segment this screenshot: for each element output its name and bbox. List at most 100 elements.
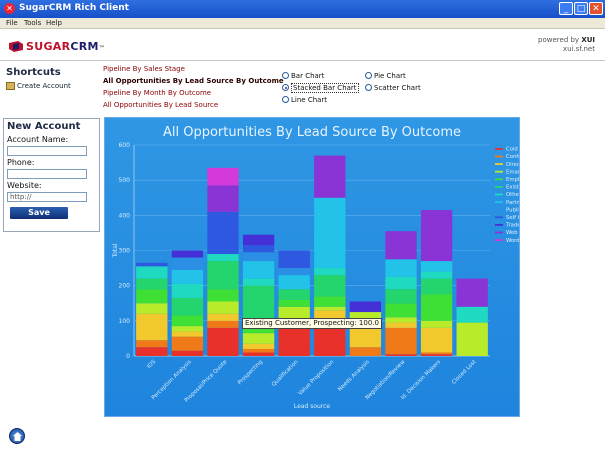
report-link-pipeline-sales-stage[interactable]: Pipeline By Sales Stage	[103, 65, 185, 73]
bar-segment	[136, 289, 168, 304]
y-tick-label: 500	[119, 177, 131, 184]
report-link-pipeline-month-outcome[interactable]: Pipeline By Month By Outcome	[103, 89, 212, 97]
radio-scatter-chart[interactable]: Scatter Chart	[365, 84, 421, 92]
maximize-button[interactable]: □	[574, 2, 588, 15]
bar-segment	[278, 268, 310, 276]
bar-segment	[278, 327, 310, 356]
bar-segment	[456, 306, 488, 323]
bar-segment	[242, 352, 275, 356]
bar-segment	[420, 354, 453, 356]
bar-segment	[314, 327, 346, 356]
bar-segment	[349, 347, 382, 356]
bar-segment	[420, 320, 453, 328]
x-tick-label: Perception Analysis	[151, 359, 193, 401]
bar-segment	[420, 352, 453, 355]
bar-segment	[171, 331, 204, 337]
legend-swatch	[495, 186, 503, 188]
legend-swatch	[495, 193, 503, 196]
x-tick-label: Qualification	[271, 359, 300, 388]
legend-label: Trade Show	[505, 223, 519, 229]
bar-segment	[136, 313, 168, 341]
bar-segment	[207, 289, 239, 302]
menu-help[interactable]: Help	[46, 19, 62, 27]
sugarcrm-logo-text: SUGARCRM™	[26, 40, 105, 53]
bar-segment	[278, 299, 310, 307]
bar-segment	[171, 283, 204, 298]
bar-segment	[385, 231, 417, 260]
logo-trademark: ™	[98, 45, 106, 52]
bar-segment	[385, 354, 417, 356]
sugarcrm-logo-icon	[9, 41, 23, 52]
bar-segment	[242, 333, 275, 344]
bar-segment	[171, 257, 204, 270]
bar-segment	[314, 306, 346, 311]
menu-tools[interactable]: Tools	[24, 19, 42, 27]
x-tick-label: Closed Lost	[451, 359, 478, 386]
menu-file[interactable]: File	[6, 19, 18, 27]
save-button[interactable]: Save	[10, 207, 68, 219]
legend-label: Word of mouth	[506, 238, 519, 244]
legend-label: Conference	[506, 154, 519, 160]
powered-prefix: powered by	[538, 36, 580, 44]
bar-segment	[314, 275, 346, 297]
minimize-button[interactable]: _	[559, 2, 573, 15]
radio-bar-chart[interactable]: Bar Chart	[282, 72, 324, 80]
phone-field[interactable]	[7, 169, 87, 179]
legend-label: Public Relations	[506, 207, 519, 213]
radio-stacked-bar-chart[interactable]: Stacked Bar Chart	[282, 83, 359, 93]
create-account-label: Create Account	[17, 82, 71, 90]
radio-line-chart[interactable]: Line Chart	[282, 96, 327, 104]
bar-segment	[385, 327, 417, 355]
radio-label: Bar Chart	[291, 72, 325, 80]
bar-segment	[420, 327, 453, 353]
bar-segment	[171, 326, 204, 332]
chart-title: All Opportunities By Lead Source By Outc…	[162, 125, 462, 140]
bar-segment	[314, 296, 346, 307]
legend-swatch	[495, 163, 503, 165]
report-link-lead-source-outcome[interactable]: All Opportunities By Lead Source By Outc…	[103, 77, 284, 85]
report-link-lead-source[interactable]: All Opportunities By Lead Source	[103, 101, 219, 109]
shortcuts-title: Shortcuts	[6, 67, 61, 78]
bar-segment	[171, 297, 204, 316]
legend-swatch	[495, 148, 503, 150]
home-icon	[13, 432, 22, 441]
account-name-field[interactable]	[7, 146, 87, 156]
y-tick-label: 200	[119, 283, 131, 290]
x-tick-label: Needs Analysis	[337, 359, 371, 393]
close-button[interactable]: ✕	[589, 2, 603, 15]
radio-dot	[282, 96, 289, 103]
radio-pie-chart[interactable]: Pie Chart	[365, 72, 406, 80]
radio-dot-selected	[282, 84, 289, 91]
website-field[interactable]: http://	[7, 192, 87, 202]
legend-swatch	[495, 239, 503, 241]
x-tick-label: Id. Decision Makers	[400, 359, 442, 401]
x-tick-label: Prospecting	[237, 359, 264, 386]
create-account-link[interactable]: Create Account	[6, 82, 71, 90]
y-tick-label: 400	[119, 212, 131, 219]
y-axis-label: Total	[112, 243, 119, 258]
radio-dot	[365, 84, 372, 91]
bar-segment	[420, 261, 453, 272]
x-tick-label: Value Proposition	[297, 359, 335, 397]
legend-swatch	[495, 201, 503, 203]
account-name-label: Account Name:	[7, 135, 69, 144]
legend-swatch	[495, 208, 503, 211]
bar-segment	[171, 269, 204, 284]
chart-panel: All Opportunities By Lead Source By Outc…	[104, 117, 520, 417]
legend-label: Self Generated	[506, 215, 519, 221]
y-tick-label: 300	[119, 248, 131, 255]
legend-label: Direct Mail	[506, 162, 519, 168]
bar-segment	[242, 252, 275, 262]
bar-segment	[242, 343, 275, 349]
legend-label: Cold Call	[506, 147, 519, 153]
legend-label: Email	[506, 169, 519, 175]
legend-label: Partner	[506, 200, 519, 206]
new-account-form: New Account Account Name: Phone: Website…	[3, 118, 100, 232]
legend-label: Web Site	[506, 230, 519, 236]
bar-segment	[242, 261, 275, 279]
home-button[interactable]	[9, 428, 25, 444]
bar-segment	[385, 289, 417, 304]
website-label: Website:	[7, 181, 42, 190]
bar-segment	[136, 303, 168, 314]
